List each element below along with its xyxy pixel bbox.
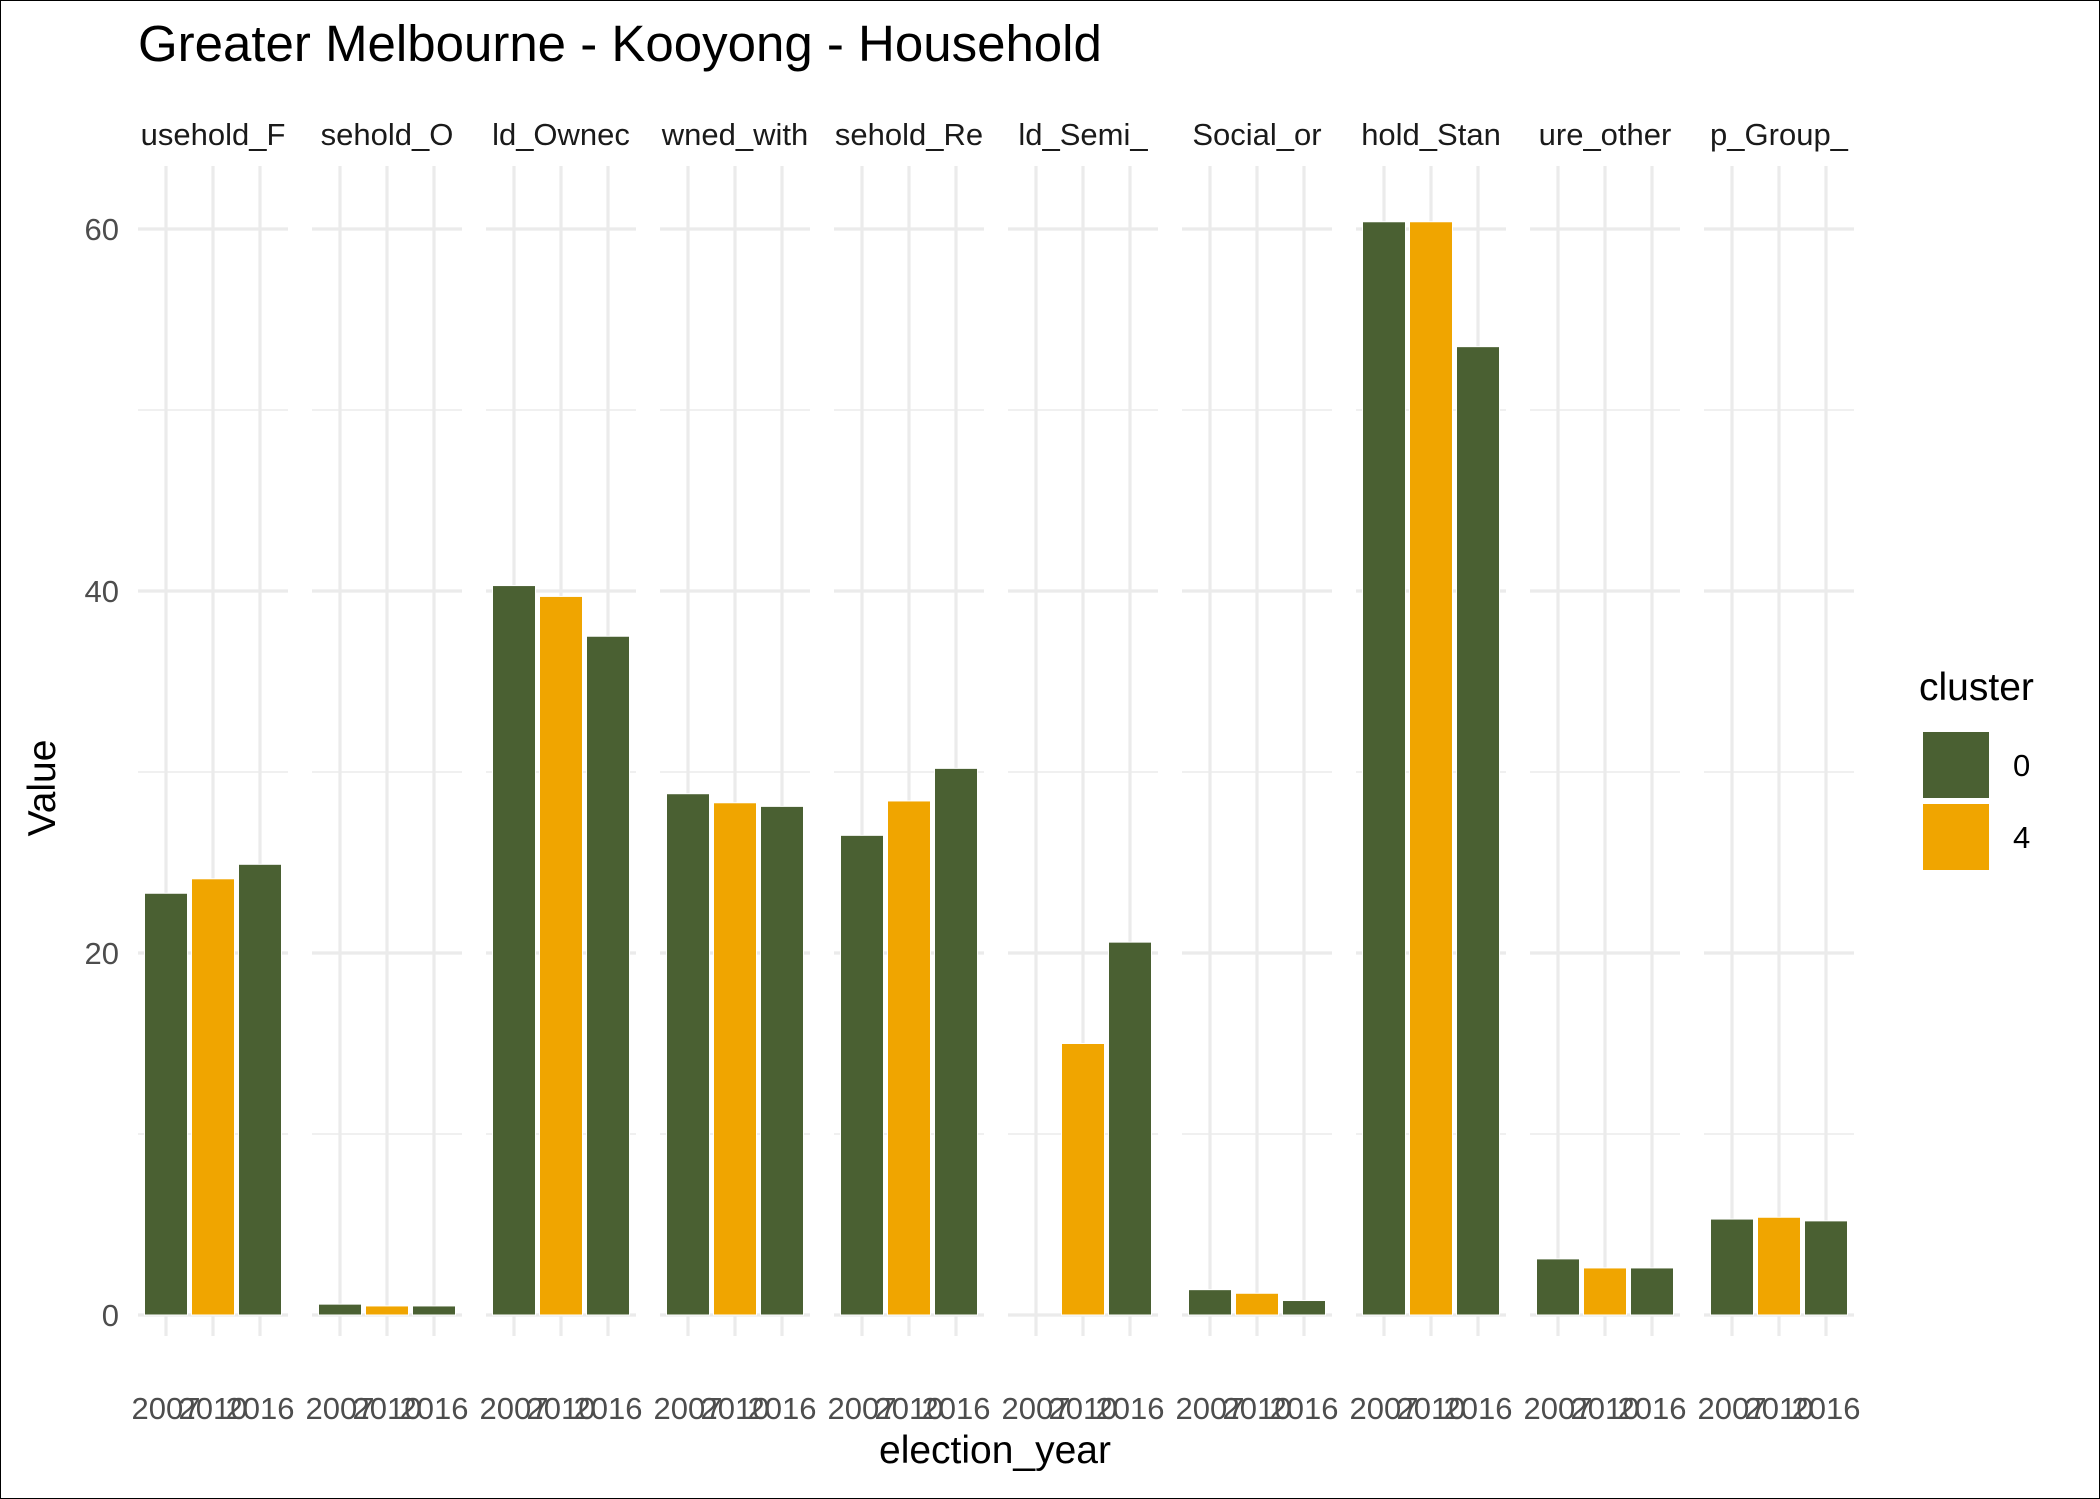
bar <box>1710 1218 1754 1316</box>
y-axis-title: Value <box>21 740 64 837</box>
x-tick-label: 2016 <box>1792 1391 1861 1426</box>
legend-label: 0 <box>2013 748 2030 783</box>
facet-strip-label: wned_with <box>661 117 808 152</box>
bar <box>934 767 978 1316</box>
bar <box>713 802 757 1316</box>
bar <box>539 595 583 1316</box>
legend-swatch <box>1923 732 1989 798</box>
bar <box>1188 1289 1232 1316</box>
bar <box>318 1303 362 1316</box>
bar <box>238 863 282 1316</box>
bar <box>1536 1258 1580 1316</box>
bar <box>666 793 710 1316</box>
facet-strip-label: usehold_F <box>141 117 286 152</box>
bar <box>1583 1267 1627 1316</box>
x-tick-label: 2016 <box>1096 1391 1165 1426</box>
x-tick-label: 2010 <box>1049 1391 1118 1426</box>
legend-label: 4 <box>2013 820 2030 855</box>
bar <box>887 800 931 1316</box>
y-tick-label: 40 <box>85 574 119 609</box>
bar <box>1108 941 1152 1316</box>
bar <box>1804 1220 1848 1316</box>
x-tick-label: 2010 <box>1223 1391 1292 1426</box>
bar <box>586 635 630 1316</box>
y-tick-label: 20 <box>85 936 119 971</box>
y-tick-label: 0 <box>102 1298 119 1333</box>
x-axis-title: election_year <box>879 1429 1111 1472</box>
facet-strip-label: ure_other <box>1539 117 1672 152</box>
legend-title: cluster <box>1919 666 2034 709</box>
x-tick-label: 2007 <box>306 1391 375 1426</box>
facet-strip-label: Social_or <box>1192 117 1321 152</box>
x-tick-label: 2010 <box>701 1391 770 1426</box>
bar <box>1630 1267 1674 1316</box>
y-axis: 0 20 40 60 <box>85 212 119 1333</box>
x-tick-label: 2007 <box>828 1391 897 1426</box>
x-tick-label: 2010 <box>875 1391 944 1426</box>
x-tick-label: 2016 <box>226 1391 295 1426</box>
x-tick-label: 2016 <box>400 1391 469 1426</box>
x-tick-label: 2016 <box>748 1391 817 1426</box>
bar <box>492 585 536 1316</box>
x-tick-label: 2007 <box>1176 1391 1245 1426</box>
facet-strip-label: sehold_O <box>321 117 454 152</box>
x-tick-label: 2007 <box>480 1391 549 1426</box>
bar <box>1456 346 1500 1316</box>
x-tick-label: 2010 <box>179 1391 248 1426</box>
bar <box>365 1305 409 1316</box>
legend: cluster 0 4 <box>1919 666 2034 870</box>
x-tick-label: 2010 <box>353 1391 422 1426</box>
bar <box>760 805 804 1316</box>
facet-strip-label: ld_Ownec <box>492 117 630 152</box>
bar <box>144 892 188 1316</box>
x-tick-label: 2010 <box>1571 1391 1640 1426</box>
bar <box>1282 1300 1326 1316</box>
x-tick-label: 2010 <box>1397 1391 1466 1426</box>
facet-panels: usehold_F200720102016sehold_O20072010201… <box>132 117 1861 1426</box>
facet-strip-label: ld_Semi_ <box>1018 117 1148 152</box>
x-tick-label: 2007 <box>654 1391 723 1426</box>
bar <box>412 1305 456 1316</box>
x-tick-label: 2007 <box>1002 1391 1071 1426</box>
x-tick-label: 2016 <box>922 1391 991 1426</box>
facet-strip-label: sehold_Re <box>835 117 983 152</box>
x-tick-label: 2010 <box>527 1391 596 1426</box>
bar <box>191 878 235 1316</box>
y-tick-label: 60 <box>85 212 119 247</box>
legend-swatch <box>1923 804 1989 870</box>
x-tick-label: 2010 <box>1745 1391 1814 1426</box>
legend-item: 0 <box>1923 732 2030 798</box>
bar <box>840 834 884 1316</box>
legend-item: 4 <box>1923 804 2030 870</box>
x-tick-label: 2007 <box>1698 1391 1767 1426</box>
x-tick-label: 2007 <box>132 1391 201 1426</box>
x-tick-label: 2016 <box>1618 1391 1687 1426</box>
bar <box>1409 221 1453 1316</box>
x-tick-label: 2016 <box>1270 1391 1339 1426</box>
facet-strip-label: hold_Stan <box>1361 117 1501 152</box>
bar <box>1235 1292 1279 1316</box>
x-tick-label: 2016 <box>574 1391 643 1426</box>
bar <box>1061 1043 1105 1316</box>
bar <box>1362 221 1406 1316</box>
x-tick-label: 2007 <box>1524 1391 1593 1426</box>
x-tick-label: 2016 <box>1444 1391 1513 1426</box>
facet-strip-label: p_Group_ <box>1710 117 1849 152</box>
x-tick-label: 2007 <box>1350 1391 1419 1426</box>
bar <box>1757 1216 1801 1316</box>
chart-title: Greater Melbourne - Kooyong - Household <box>138 15 1102 72</box>
